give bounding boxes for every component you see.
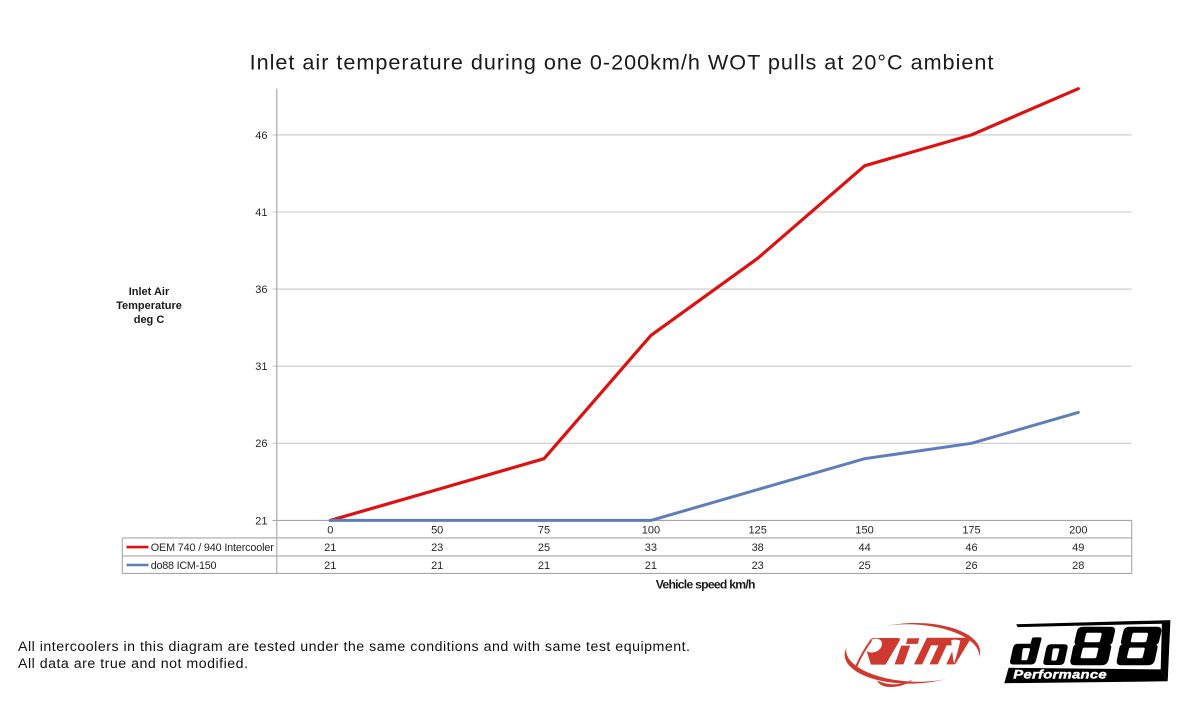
svg-text:31: 31 bbox=[255, 361, 267, 373]
svg-text:25: 25 bbox=[858, 560, 870, 572]
svg-text:46: 46 bbox=[255, 130, 267, 142]
svg-text:36: 36 bbox=[255, 284, 267, 296]
svg-text:38: 38 bbox=[752, 542, 764, 554]
svg-text:21: 21 bbox=[324, 542, 336, 554]
svg-text:23: 23 bbox=[752, 560, 764, 572]
svg-text:21: 21 bbox=[431, 560, 443, 572]
svg-text:150: 150 bbox=[855, 524, 873, 536]
svg-text:49: 49 bbox=[1072, 542, 1084, 554]
svg-text:23: 23 bbox=[431, 542, 443, 554]
svg-text:OEM 740 / 940 Intercooler: OEM 740 / 940 Intercooler bbox=[151, 542, 274, 554]
svg-text:Inlet Air: Inlet Air bbox=[129, 286, 170, 298]
svg-text:21: 21 bbox=[255, 515, 267, 527]
svg-text:175: 175 bbox=[962, 524, 980, 536]
svg-text:Inlet air temperature during o: Inlet air temperature during one 0-200km… bbox=[250, 50, 995, 75]
svg-text:deg C: deg C bbox=[134, 314, 165, 326]
svg-text:Vehicle speed km/h: Vehicle speed km/h bbox=[656, 577, 755, 591]
svg-text:All data are true and not modi: All data are true and not modified. bbox=[18, 656, 248, 672]
svg-text:Temperature: Temperature bbox=[116, 300, 182, 312]
svg-text:33: 33 bbox=[645, 542, 657, 554]
svg-text:21: 21 bbox=[324, 560, 336, 572]
svg-text:46: 46 bbox=[965, 542, 977, 554]
svg-text:Performance: Performance bbox=[1013, 668, 1107, 681]
svg-text:All intercoolers in this diagr: All intercoolers in this diagram are tes… bbox=[18, 639, 691, 655]
svg-text:26: 26 bbox=[965, 560, 977, 572]
svg-text:do88 ICM-150: do88 ICM-150 bbox=[151, 560, 217, 572]
svg-text:25: 25 bbox=[538, 542, 550, 554]
svg-text:21: 21 bbox=[538, 560, 550, 572]
svg-text:44: 44 bbox=[858, 542, 870, 554]
svg-text:0: 0 bbox=[327, 524, 333, 536]
svg-text:41: 41 bbox=[255, 207, 267, 219]
svg-text:21: 21 bbox=[645, 560, 657, 572]
svg-text:50: 50 bbox=[431, 524, 443, 536]
svg-text:75: 75 bbox=[538, 524, 550, 536]
svg-text:200: 200 bbox=[1069, 524, 1087, 536]
svg-text:28: 28 bbox=[1072, 560, 1084, 572]
svg-text:100: 100 bbox=[642, 524, 660, 536]
svg-text:125: 125 bbox=[749, 524, 767, 536]
svg-text:26: 26 bbox=[255, 438, 267, 450]
